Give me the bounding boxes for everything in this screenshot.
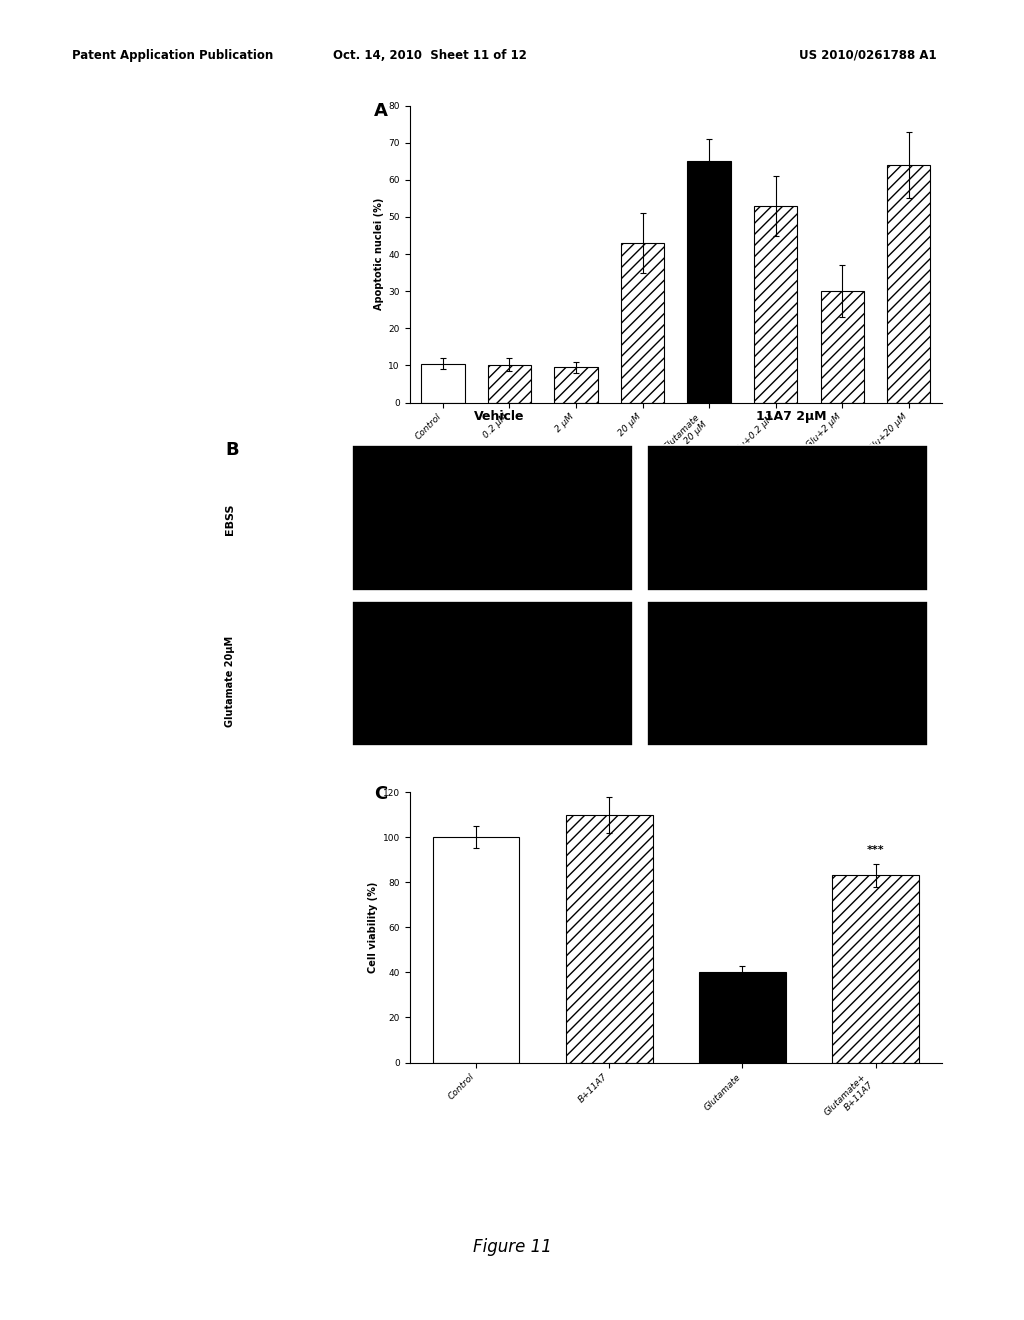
Bar [754, 206, 798, 403]
Text: Vehicle: Vehicle [474, 409, 525, 422]
Bar [566, 814, 652, 1063]
Text: C: C [374, 784, 387, 803]
Text: Glutamate 20μM: Glutamate 20μM [225, 636, 236, 727]
Bar [647, 445, 929, 591]
Bar [887, 165, 931, 403]
Text: A: A [374, 102, 388, 120]
Text: Figure 11: Figure 11 [472, 1238, 552, 1257]
Bar [421, 363, 465, 403]
Bar [699, 973, 785, 1063]
Bar [487, 364, 531, 403]
Text: Patent Application Publication: Patent Application Publication [72, 49, 273, 62]
Bar [433, 837, 519, 1063]
Y-axis label: Apoptotic nuclei (%): Apoptotic nuclei (%) [374, 198, 384, 310]
Bar [687, 161, 731, 403]
Text: B: B [225, 441, 239, 459]
Bar [621, 243, 665, 403]
Bar [554, 367, 598, 403]
Bar [820, 292, 864, 403]
Text: 11A7 2μM: 11A7 2μM [756, 409, 826, 422]
Text: ***: *** [866, 845, 885, 855]
Bar [833, 875, 919, 1063]
Text: Oct. 14, 2010  Sheet 11 of 12: Oct. 14, 2010 Sheet 11 of 12 [333, 49, 527, 62]
Text: US 2010/0261788 A1: US 2010/0261788 A1 [799, 49, 936, 62]
Y-axis label: Cell viability (%): Cell viability (%) [369, 882, 379, 973]
Bar [647, 601, 929, 746]
Bar [352, 601, 633, 746]
Text: EBSS: EBSS [225, 504, 236, 536]
Bar [352, 445, 633, 591]
